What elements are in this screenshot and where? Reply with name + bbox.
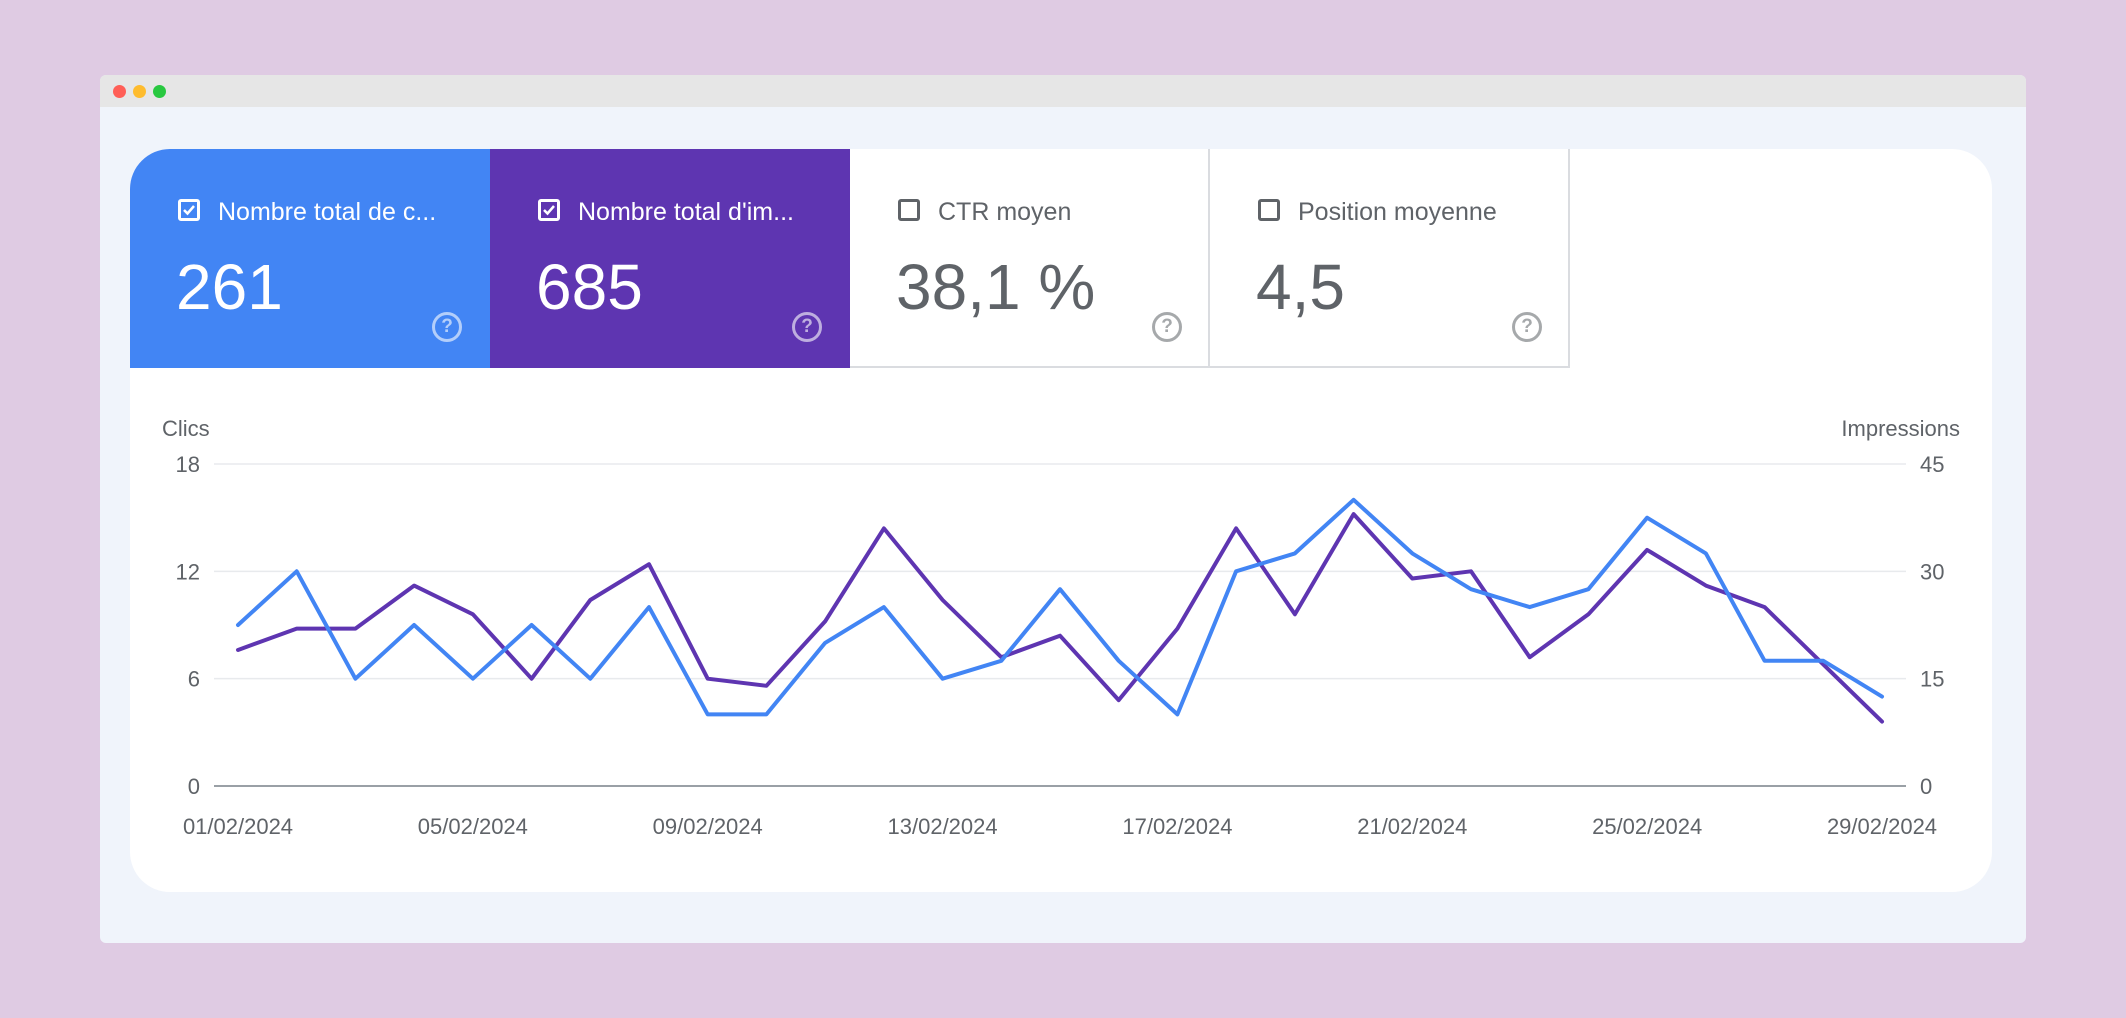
metric-value: 685 xyxy=(536,251,643,323)
x-tick-label: 05/02/2024 xyxy=(418,814,528,839)
clicks-series-line xyxy=(236,497,1884,717)
metric-value: 261 xyxy=(176,251,283,323)
metric-tab-total-impressions[interactable]: Nombre total d'im... 685 ? xyxy=(490,149,850,368)
x-tick-label: 09/02/2024 xyxy=(653,814,763,839)
checkbox-unchecked-icon[interactable] xyxy=(898,199,920,221)
help-circle-icon[interactable]: ? xyxy=(1512,312,1542,342)
y-right-tick-label: 45 xyxy=(1920,452,1944,477)
x-tick-label: 17/02/2024 xyxy=(1122,814,1232,839)
right-axis-title: Impressions xyxy=(1841,416,1960,441)
y-left-tick-label: 18 xyxy=(176,452,200,477)
y-right-tick-label: 15 xyxy=(1920,667,1944,692)
maximize-window-icon[interactable] xyxy=(153,85,166,98)
metric-tab-average-position[interactable]: Position moyenne 4,5 ? xyxy=(1210,149,1570,368)
window-titlebar xyxy=(100,75,2026,107)
metric-tab-total-clicks[interactable]: Nombre total de c... 261 ? xyxy=(130,149,490,368)
checkbox-checked-icon[interactable] xyxy=(538,199,560,221)
x-tick-label: 13/02/2024 xyxy=(888,814,998,839)
metric-tab-average-ctr[interactable]: CTR moyen 38,1 % ? xyxy=(850,149,1210,368)
help-circle-icon[interactable]: ? xyxy=(1152,312,1182,342)
help-circle-icon[interactable]: ? xyxy=(792,312,822,342)
browser-window: Nombre total de c... 261 ? Nombre total … xyxy=(100,75,2026,943)
help-circle-icon[interactable]: ? xyxy=(432,312,462,342)
left-axis-title: Clics xyxy=(162,416,210,441)
minimize-window-icon[interactable] xyxy=(133,85,146,98)
y-right-tick-label: 30 xyxy=(1920,559,1944,584)
y-right-tick-label: 0 xyxy=(1920,774,1932,799)
impressions-series-line xyxy=(236,512,1884,724)
y-left-tick-label: 0 xyxy=(188,774,200,799)
close-window-icon[interactable] xyxy=(113,85,126,98)
performance-card: Nombre total de c... 261 ? Nombre total … xyxy=(130,149,1992,892)
performance-line-chart[interactable]: 0 6 12 18 0 15 30 45 01/02/2024 05/02/2024 09/02/2… xyxy=(130,149,1992,892)
x-tick-label: 29/02/2024 xyxy=(1827,814,1937,839)
x-tick-label: 25/02/2024 xyxy=(1592,814,1702,839)
y-left-tick-label: 12 xyxy=(176,559,200,584)
metric-value: 38,1 % xyxy=(896,251,1096,323)
checkbox-unchecked-icon[interactable] xyxy=(1258,199,1280,221)
x-tick-label: 21/02/2024 xyxy=(1357,814,1467,839)
y-left-tick-label: 6 xyxy=(188,667,200,692)
checkbox-checked-icon[interactable] xyxy=(178,199,200,221)
x-tick-label: 01/02/2024 xyxy=(183,814,293,839)
metric-value: 4,5 xyxy=(1256,251,1345,323)
